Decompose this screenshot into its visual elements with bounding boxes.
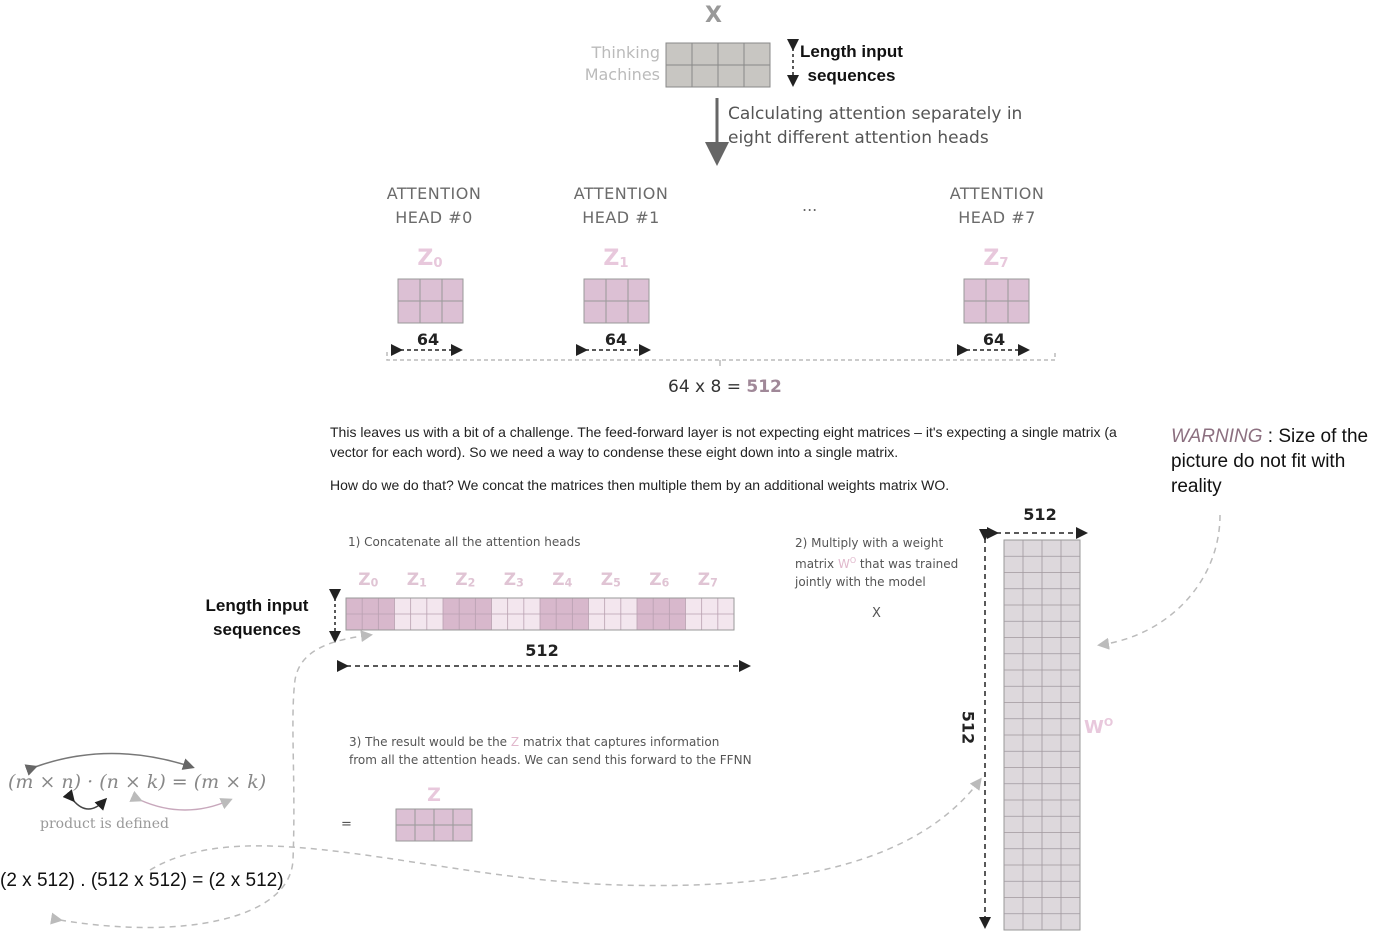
warning-note: WARNING : Size of the picture do not fit… bbox=[1171, 426, 1369, 497]
wo-matrix bbox=[1003, 539, 1081, 931]
left-connector bbox=[50, 630, 373, 929]
result-z-matrix bbox=[395, 808, 473, 842]
length-label-mid: Length input sequences bbox=[205, 596, 309, 639]
bottom-connector bbox=[149, 777, 982, 887]
length-label-top: Length input sequences bbox=[800, 42, 903, 85]
head-1-title: ATTENTION HEAD #1 bbox=[573, 184, 669, 227]
concat-z-labels: Z0 Z1 Z2 Z3 Z4 Z5 Z6 Z7 bbox=[346, 570, 736, 596]
paragraph-2: How do we do that? We concat the matrice… bbox=[330, 477, 950, 493]
total-brace bbox=[386, 352, 1056, 361]
concat-z-label: Z7 bbox=[697, 570, 718, 590]
head-1-dim: 64 bbox=[604, 330, 628, 349]
z1-label: Z1 bbox=[603, 246, 629, 271]
concat-matrix bbox=[345, 597, 735, 631]
head-0-dim: 64 bbox=[416, 330, 440, 349]
concat-z-label: Z6 bbox=[649, 570, 670, 590]
head-1-matrix bbox=[583, 278, 650, 324]
head-7-dim: 64 bbox=[982, 330, 1006, 349]
warning-connector bbox=[1097, 514, 1221, 650]
paragraph-1: This leaves us with a bit of a challenge… bbox=[330, 424, 1117, 460]
head-7-title: ATTENTION HEAD #7 bbox=[949, 184, 1045, 227]
z0-label: Z0 bbox=[417, 246, 443, 271]
step-1-label: 1) Concatenate all the attention heads bbox=[348, 535, 581, 549]
product-defined-label: product is defined bbox=[40, 816, 169, 832]
concat-z-label: Z2 bbox=[455, 570, 476, 590]
matrix-formula: (m × n) · (n × k) = (m × k) bbox=[8, 771, 267, 793]
head-0-title: ATTENTION HEAD #0 bbox=[386, 184, 482, 227]
concat-z-label: Z3 bbox=[503, 570, 524, 590]
times-sign: X bbox=[872, 606, 881, 621]
x-label: X bbox=[705, 3, 722, 28]
x-matrix bbox=[665, 42, 771, 88]
thinking-machines-label: Thinking Machines bbox=[584, 43, 660, 84]
wo-side-dim: 512 bbox=[958, 710, 978, 745]
concat-dim: 512 bbox=[525, 641, 559, 660]
concat-z-label: Z1 bbox=[406, 570, 427, 590]
calc-label: Calculating attention separately in eigh… bbox=[728, 104, 1023, 148]
concat-z-label: Z5 bbox=[600, 570, 621, 590]
head-0-matrix bbox=[397, 278, 464, 324]
step-2-label: 2) Multiply with a weight matrix WO that… bbox=[795, 536, 959, 589]
step-3-label: 3) The result would be the Z matrix that… bbox=[349, 735, 752, 767]
result-z-label: Z bbox=[427, 784, 441, 806]
head-7-matrix bbox=[963, 278, 1030, 324]
total-dims: 64 x 8 = 512 bbox=[668, 377, 782, 397]
heads-ellipsis: ... bbox=[802, 196, 818, 215]
wo-label: WO bbox=[1084, 716, 1114, 738]
z7-label: Z7 bbox=[983, 246, 1009, 271]
wo-top-dim: 512 bbox=[1023, 505, 1057, 524]
concat-z-label: Z4 bbox=[552, 570, 573, 590]
dims-equation: (2 x 512) . (512 x 512) = (2 x 512) bbox=[0, 870, 284, 891]
equals-sign: = bbox=[341, 817, 352, 832]
concat-z-label: Z0 bbox=[358, 570, 379, 590]
